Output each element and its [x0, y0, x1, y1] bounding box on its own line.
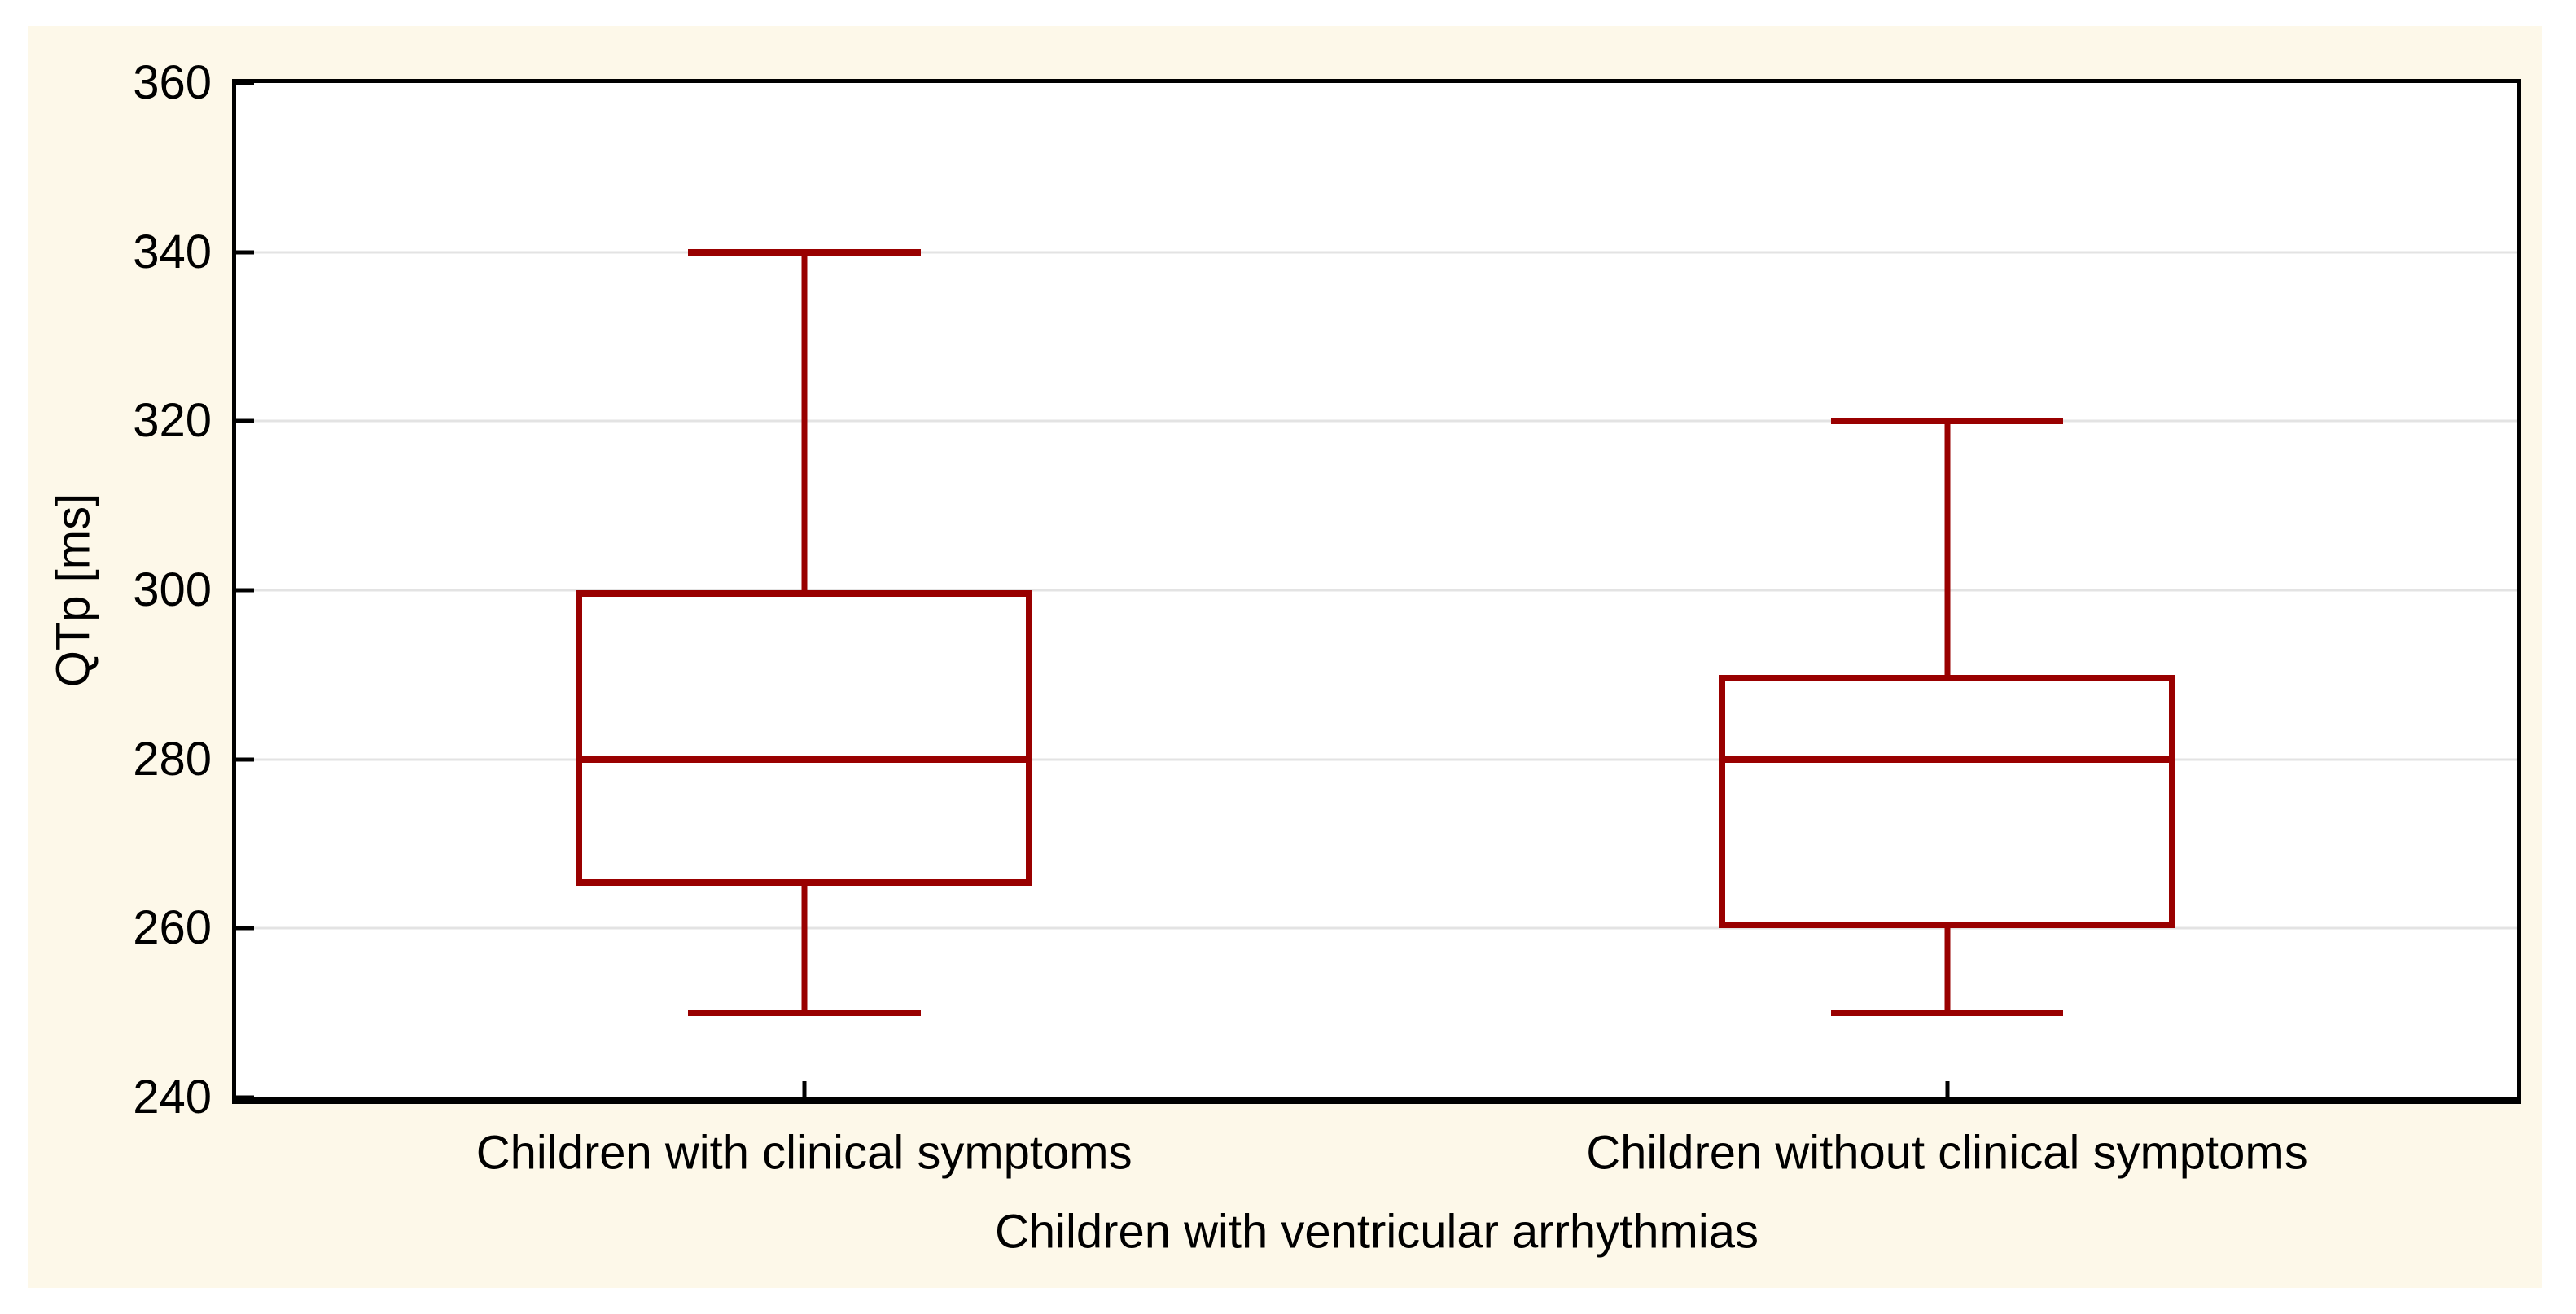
- lower-whisker-cap-2: [1830, 1010, 2064, 1017]
- x-axis-title: Children with ventricular arrhythmias: [995, 1205, 1759, 1259]
- upper-whisker-cap-2: [1830, 418, 2064, 425]
- median-line-1: [576, 756, 1032, 763]
- y-tick-mark-340: [236, 250, 254, 255]
- lower-whisker-line-1: [801, 886, 808, 1014]
- upper-whisker-cap-1: [687, 248, 921, 256]
- y-gridline-260: [236, 926, 2517, 930]
- y-tick-mark-360: [236, 81, 254, 85]
- y-gridline-320: [236, 419, 2517, 423]
- y-tick-label-340: 340: [133, 225, 212, 278]
- chart-panel: Children with clinical symptoms Children…: [28, 26, 2542, 1288]
- lower-whisker-line-2: [1944, 928, 1950, 1014]
- upper-whisker-line-1: [801, 252, 808, 590]
- y-tick-mark-320: [236, 418, 254, 423]
- y-tick-label-300: 300: [133, 563, 212, 616]
- y-tick-label-320: 320: [133, 394, 212, 448]
- x-category-label-2: Children without clinical symptoms: [1586, 1126, 2308, 1180]
- x-tick-mark-1: [802, 1081, 807, 1097]
- y-gridline-340: [236, 251, 2517, 254]
- upper-whisker-line-2: [1944, 421, 1950, 675]
- y-tick-mark-240: [236, 1095, 254, 1100]
- iqr-box-2: [1719, 674, 2175, 929]
- y-tick-mark-280: [236, 757, 254, 762]
- iqr-box-1: [576, 590, 1032, 887]
- y-tick-label-260: 260: [133, 901, 212, 955]
- y-gridline-300: [236, 589, 2517, 592]
- y-tick-label-240: 240: [133, 1071, 212, 1123]
- x-category-label-1: Children with clinical symptoms: [475, 1126, 1132, 1180]
- y-tick-mark-300: [236, 588, 254, 593]
- y-gridline-280: [236, 758, 2517, 761]
- lower-whisker-cap-1: [687, 1010, 921, 1017]
- y-tick-label-360: 360: [133, 56, 212, 109]
- y-tick-mark-260: [236, 926, 254, 931]
- x-tick-mark-2: [1945, 1081, 1949, 1097]
- y-axis-title: QTp [ms]: [46, 493, 100, 688]
- y-tick-label-280: 280: [133, 732, 212, 786]
- plot-area: Children with clinical symptoms Children…: [47, 59, 2521, 1259]
- median-line-2: [1719, 756, 2175, 763]
